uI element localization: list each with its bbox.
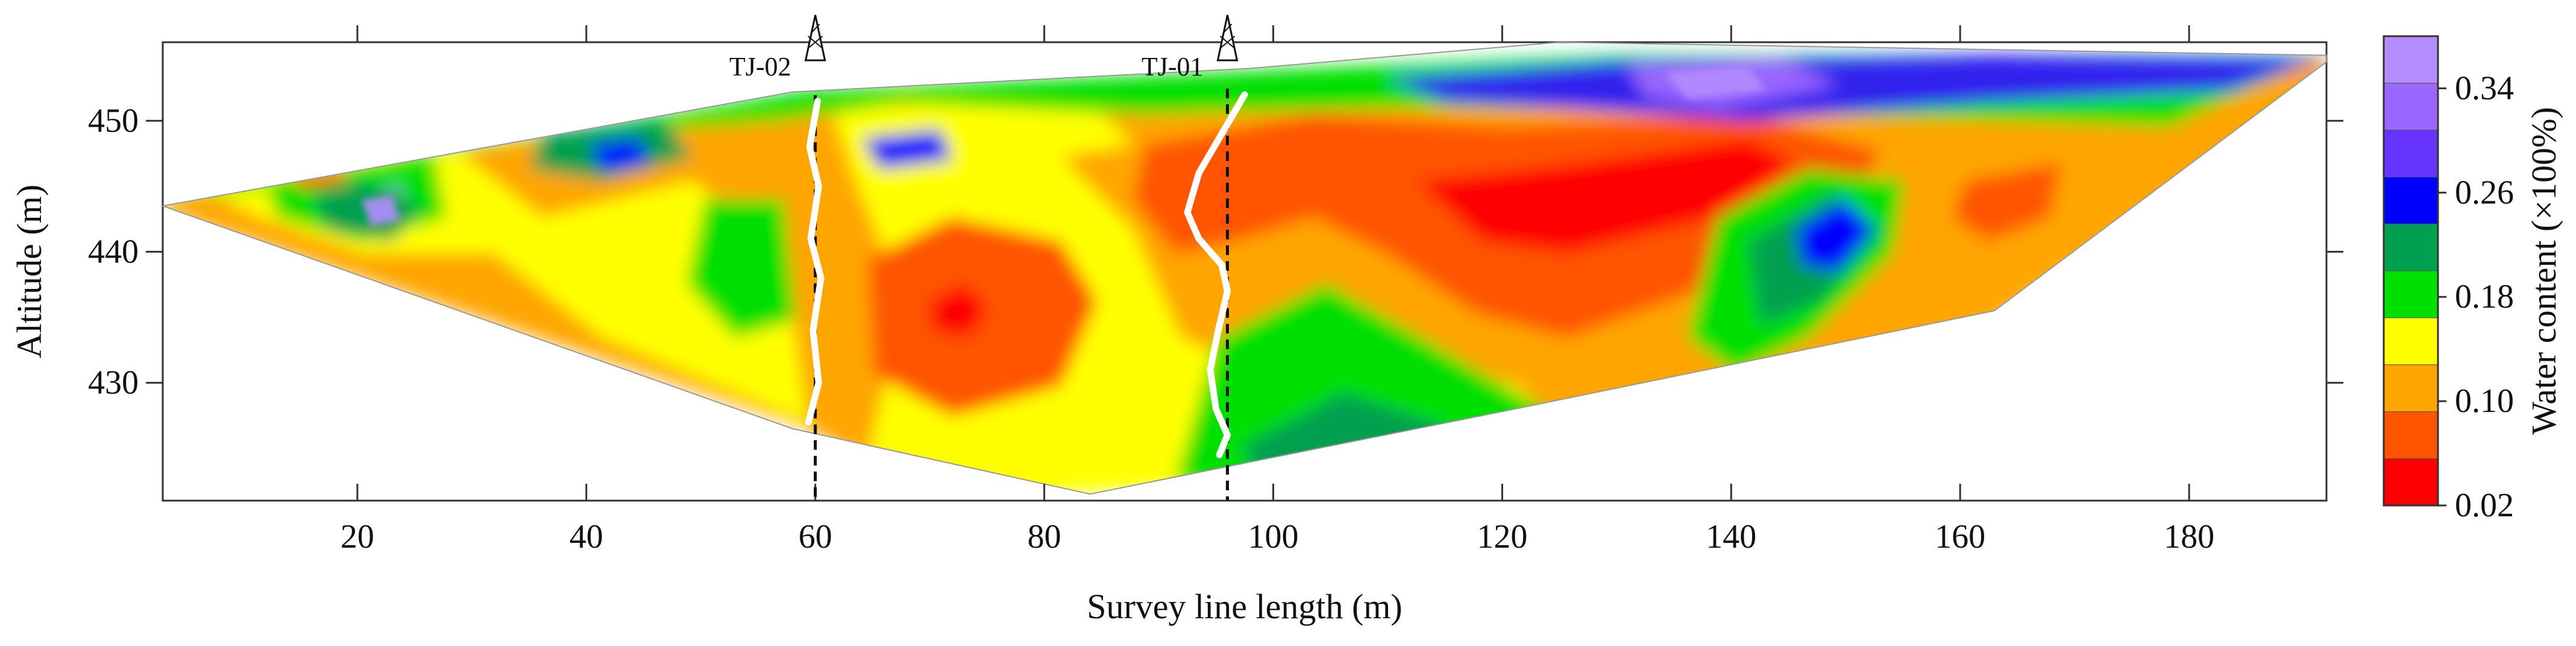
x-tick-label: 180 — [2164, 518, 2214, 556]
colorbar-segment — [2383, 364, 2439, 412]
y-tick: 440 — [88, 233, 2343, 270]
x-tick-label: 80 — [1028, 518, 1061, 556]
profile-outline — [160, 41, 2327, 495]
colorbar-tick-label: 0.26 — [2455, 174, 2514, 211]
x-axis-title: Survey line length (m) — [1087, 587, 1403, 626]
moisture-curve — [1184, 91, 1248, 458]
colorbar-segment — [2383, 411, 2439, 459]
plot-frame — [162, 41, 2328, 502]
colorbar-segment — [2383, 270, 2439, 318]
x-tick: 140 — [1706, 25, 1756, 556]
y-tick-label: 450 — [88, 102, 139, 139]
x-tick-label: 60 — [799, 518, 832, 556]
y-axis-ticks: 430 440 450 — [88, 102, 2343, 402]
x-tick-label: 100 — [1248, 518, 1298, 556]
field-green-left — [687, 199, 796, 338]
y-tick: 430 — [88, 364, 2343, 402]
x-tick-label: 40 — [570, 518, 603, 556]
colorbar-tick: 0.02 — [2438, 487, 2514, 524]
colorbar-segment — [2383, 36, 2439, 84]
y-tick: 450 — [88, 102, 2343, 139]
field-red-core-left — [928, 283, 988, 338]
colorbar-tick-label: 0.34 — [2455, 69, 2514, 107]
colorbar-title: Water content (×100%) — [2524, 107, 2563, 434]
moisture-curve — [805, 98, 825, 426]
x-tick: 180 — [2164, 25, 2214, 556]
field-red-core-right — [1416, 139, 1796, 253]
colorbar-frame — [2383, 35, 2439, 507]
colorbar-segment — [2383, 223, 2439, 271]
drill-rig-icon — [1216, 14, 1239, 62]
field-blue-top2 — [862, 130, 952, 169]
colorbar-segment — [2383, 83, 2439, 131]
x-tick: 100 — [1248, 25, 1298, 556]
colorbar-tick: 0.18 — [2438, 278, 2514, 315]
borehole-label: TJ-01 — [1142, 52, 1204, 81]
x-tick: 160 — [1935, 25, 1985, 556]
borehole-label: TJ-02 — [729, 52, 791, 81]
field-blue-topleft — [591, 139, 651, 172]
colorbar-tick: 0.10 — [2438, 382, 2514, 420]
x-tick-label: 160 — [1935, 518, 1985, 556]
colorbar-tick-label: 0.02 — [2455, 487, 2514, 524]
field-red-farright — [1953, 163, 2061, 241]
x-axis-ticks: 20 40 60 80 100 120 140 160 180 — [341, 25, 2214, 556]
field-blue-right — [1796, 199, 1874, 271]
x-tick-label: 20 — [341, 518, 374, 556]
field-purple-top-core — [1663, 66, 1766, 100]
y-tick-label: 440 — [88, 233, 139, 270]
borehole-tj-01: TJ-01 — [1142, 14, 1248, 501]
borehole-tj-02: TJ-02 — [729, 14, 826, 501]
x-tick: 40 — [570, 25, 603, 556]
x-tick-label: 140 — [1706, 518, 1756, 556]
colorbar-segment — [2383, 176, 2439, 224]
colorbar-tick: 0.34 — [2438, 69, 2514, 107]
colorbar-segment — [2383, 317, 2439, 366]
water-content-field — [163, 54, 2326, 495]
colorbar-segment — [2383, 458, 2439, 506]
colorbar-tick-label: 0.10 — [2455, 382, 2514, 420]
colorbar-tick-label: 0.18 — [2455, 278, 2514, 315]
y-axis-title: Altitude (m) — [10, 185, 49, 358]
drill-rig-icon — [804, 14, 826, 62]
colorbar: 0.02 0.10 0.18 0.26 0.34 — [2383, 35, 2514, 524]
colorbar-segment — [2383, 130, 2439, 177]
field-purple-left-core — [362, 196, 401, 226]
x-tick-label: 120 — [1477, 518, 1527, 556]
x-tick: 20 — [341, 25, 374, 556]
y-tick-label: 430 — [88, 364, 139, 402]
boreholes: TJ-02 TJ-01 — [729, 14, 1248, 501]
field-blue-topband — [1386, 54, 2326, 121]
x-tick: 80 — [1028, 25, 1061, 556]
colorbar-tick: 0.26 — [2438, 174, 2514, 211]
x-tick: 120 — [1477, 25, 1527, 556]
